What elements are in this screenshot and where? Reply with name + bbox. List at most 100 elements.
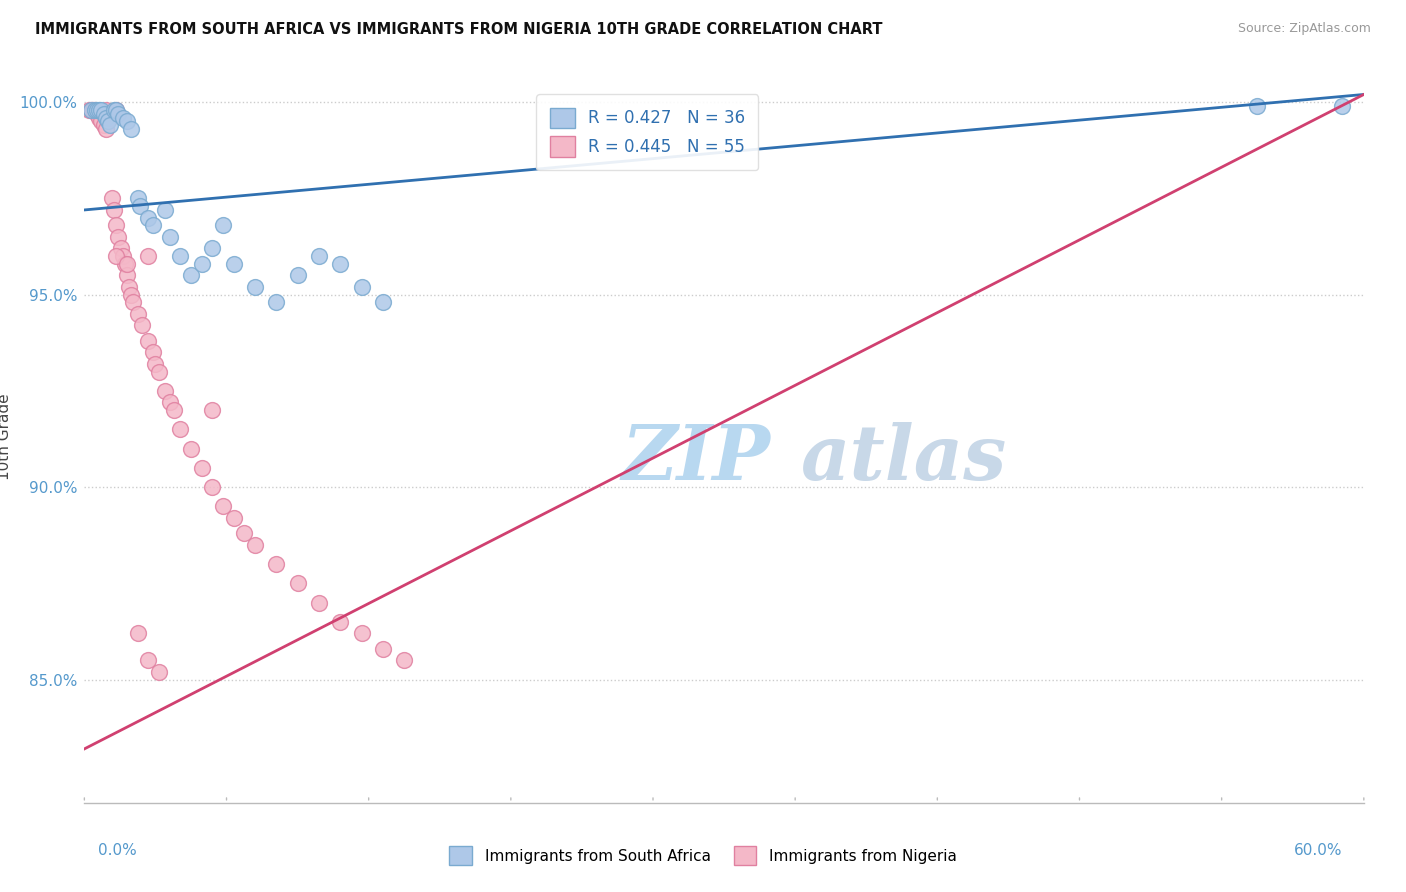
Point	[155, 202, 177, 217]
Point	[107, 230, 129, 244]
Point	[127, 191, 149, 205]
Point	[264, 557, 288, 571]
Point	[212, 219, 235, 233]
Point	[142, 219, 165, 233]
Point	[105, 103, 128, 117]
Point	[138, 211, 160, 225]
Point	[148, 365, 170, 379]
Text: ZIP: ZIP	[621, 422, 770, 496]
Text: atlas: atlas	[801, 422, 1007, 496]
Point	[233, 526, 256, 541]
Point	[111, 249, 134, 263]
Point	[90, 103, 112, 117]
Point	[105, 219, 128, 233]
Point	[101, 191, 124, 205]
Point	[201, 480, 224, 494]
Point	[155, 384, 177, 398]
Text: 60.0%: 60.0%	[1295, 843, 1343, 858]
Point	[159, 230, 181, 244]
Text: 0.0%: 0.0%	[98, 843, 138, 858]
Point	[138, 249, 160, 263]
Point	[93, 106, 115, 120]
Y-axis label: 10th Grade: 10th Grade	[0, 393, 13, 481]
Legend: Immigrants from South Africa, Immigrants from Nigeria: Immigrants from South Africa, Immigrants…	[443, 840, 963, 871]
Point	[98, 111, 121, 125]
Point	[115, 257, 138, 271]
Point	[394, 653, 416, 667]
Point	[80, 103, 103, 117]
Point	[222, 511, 245, 525]
Point	[84, 103, 107, 117]
Point	[114, 257, 136, 271]
Point	[201, 403, 224, 417]
Point	[84, 103, 107, 117]
Point	[190, 461, 212, 475]
Point	[94, 103, 117, 117]
Point	[350, 280, 373, 294]
Point	[86, 106, 108, 120]
Point	[1246, 99, 1268, 113]
Text: Source: ZipAtlas.com: Source: ZipAtlas.com	[1237, 22, 1371, 36]
Point	[82, 103, 104, 117]
Point	[103, 202, 125, 217]
Point	[131, 318, 153, 333]
Point	[115, 268, 138, 283]
Point	[243, 538, 266, 552]
Point	[350, 626, 373, 640]
Point	[201, 242, 224, 256]
Point	[107, 106, 129, 120]
Point	[90, 114, 112, 128]
Point	[138, 653, 160, 667]
Point	[89, 103, 111, 117]
Point	[222, 257, 245, 271]
Point	[180, 442, 202, 456]
Point	[115, 114, 138, 128]
Point	[105, 249, 128, 263]
Point	[287, 268, 309, 283]
Point	[143, 357, 166, 371]
Point	[128, 199, 150, 213]
Point	[110, 242, 132, 256]
Point	[212, 500, 235, 514]
Point	[111, 111, 134, 125]
Point	[93, 118, 115, 132]
Point	[371, 641, 394, 656]
Point	[122, 295, 145, 310]
Point	[120, 122, 142, 136]
Point	[169, 422, 191, 436]
Point	[80, 103, 103, 117]
Legend: R = 0.427   N = 36, R = 0.445   N = 55: R = 0.427 N = 36, R = 0.445 N = 55	[536, 95, 758, 170]
Point	[264, 295, 288, 310]
Point	[329, 615, 352, 629]
Point	[103, 103, 125, 117]
Point	[138, 334, 160, 348]
Point	[97, 114, 120, 128]
Point	[86, 103, 108, 117]
Point	[77, 103, 100, 117]
Point	[371, 295, 394, 310]
Point	[127, 626, 149, 640]
Point	[97, 106, 120, 120]
Point	[169, 249, 191, 263]
Point	[89, 111, 111, 125]
Point	[127, 307, 149, 321]
Point	[329, 257, 352, 271]
Point	[118, 280, 141, 294]
Text: IMMIGRANTS FROM SOUTH AFRICA VS IMMIGRANTS FROM NIGERIA 10TH GRADE CORRELATION C: IMMIGRANTS FROM SOUTH AFRICA VS IMMIGRAN…	[35, 22, 883, 37]
Point	[148, 665, 170, 679]
Point	[308, 596, 330, 610]
Point	[308, 249, 330, 263]
Point	[142, 345, 165, 359]
Point	[94, 111, 117, 125]
Point	[105, 103, 128, 117]
Point	[163, 403, 186, 417]
Point	[94, 122, 117, 136]
Point	[98, 118, 121, 132]
Point	[243, 280, 266, 294]
Point	[1331, 99, 1354, 113]
Point	[120, 287, 142, 301]
Point	[159, 395, 181, 409]
Point	[190, 257, 212, 271]
Point	[180, 268, 202, 283]
Point	[287, 576, 309, 591]
